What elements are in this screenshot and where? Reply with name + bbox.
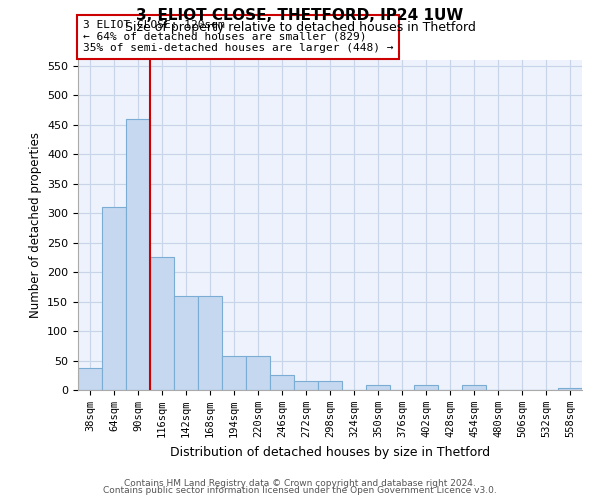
Bar [462, 386, 486, 390]
Bar [198, 296, 222, 390]
Bar [558, 388, 582, 390]
Bar [294, 381, 318, 390]
Text: 3 ELIOT CLOSE: 120sqm
← 64% of detached houses are smaller (829)
35% of semi-det: 3 ELIOT CLOSE: 120sqm ← 64% of detached … [83, 20, 394, 54]
Text: Contains public sector information licensed under the Open Government Licence v3: Contains public sector information licen… [103, 486, 497, 495]
Y-axis label: Number of detached properties: Number of detached properties [29, 132, 41, 318]
Bar [126, 119, 150, 390]
Bar [270, 376, 294, 390]
Bar [414, 386, 438, 390]
Bar [222, 356, 246, 390]
Bar [150, 258, 174, 390]
Bar [318, 381, 342, 390]
X-axis label: Distribution of detached houses by size in Thetford: Distribution of detached houses by size … [170, 446, 490, 458]
Text: 3, ELIOT CLOSE, THETFORD, IP24 1UW: 3, ELIOT CLOSE, THETFORD, IP24 1UW [136, 8, 464, 22]
Bar [78, 368, 102, 390]
Bar [102, 208, 126, 390]
Text: Size of property relative to detached houses in Thetford: Size of property relative to detached ho… [125, 21, 475, 34]
Bar [366, 386, 390, 390]
Text: Contains HM Land Registry data © Crown copyright and database right 2024.: Contains HM Land Registry data © Crown c… [124, 478, 476, 488]
Bar [174, 296, 198, 390]
Bar [246, 356, 270, 390]
